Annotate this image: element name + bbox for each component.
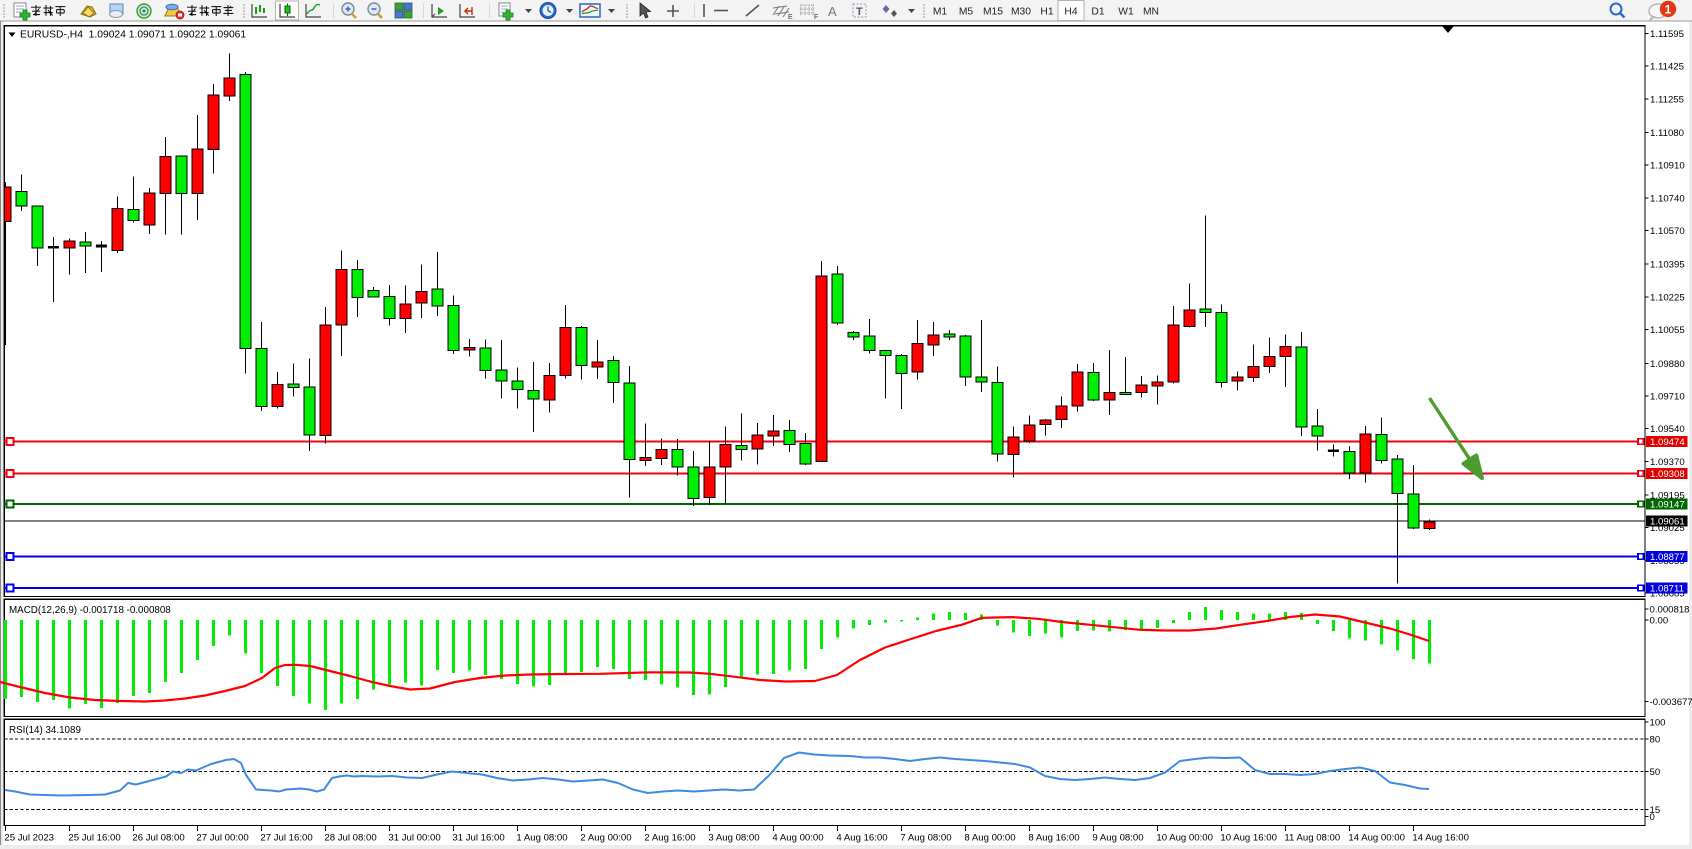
svg-text:1.09195: 1.09195: [1650, 491, 1685, 502]
svg-text:1.11080: 1.11080: [1650, 128, 1684, 139]
svg-text:M5: M5: [959, 7, 974, 18]
svg-text:MACD(12,26,9) -0.001718 -0.000: MACD(12,26,9) -0.001718 -0.000808: [9, 605, 171, 616]
svg-text:3 Aug 08:00: 3 Aug 08:00: [708, 833, 759, 844]
svg-text:2 Aug 00:00: 2 Aug 00:00: [580, 833, 631, 844]
svg-text:4 Aug 00:00: 4 Aug 00:00: [772, 833, 823, 844]
svg-text:7 Aug 08:00: 7 Aug 08:00: [900, 833, 951, 844]
svg-text:0: 0: [1650, 812, 1655, 823]
svg-text:1.10740: 1.10740: [1650, 193, 1685, 204]
svg-text:25 Jul 16:00: 25 Jul 16:00: [68, 833, 120, 844]
svg-text:1.09308: 1.09308: [1650, 469, 1685, 480]
svg-text:8 Aug 16:00: 8 Aug 16:00: [1028, 833, 1079, 844]
svg-text:F: F: [814, 14, 818, 21]
svg-text:E: E: [788, 14, 793, 21]
svg-text:MN: MN: [1143, 7, 1159, 18]
svg-text:8 Aug 00:00: 8 Aug 00:00: [964, 833, 1015, 844]
svg-text:H4: H4: [1064, 7, 1077, 18]
svg-text:1.10055: 1.10055: [1650, 325, 1685, 336]
svg-text:1: 1: [1665, 3, 1672, 17]
svg-text:1.10570: 1.10570: [1650, 226, 1685, 237]
svg-text:1.09147: 1.09147: [1650, 500, 1685, 511]
svg-text:1.09540: 1.09540: [1650, 424, 1685, 435]
svg-text:1.11425: 1.11425: [1650, 62, 1684, 73]
svg-text:9 Aug 08:00: 9 Aug 08:00: [1092, 833, 1143, 844]
svg-text:T: T: [856, 6, 863, 18]
svg-text:4 Aug 16:00: 4 Aug 16:00: [836, 833, 887, 844]
svg-text:0.00: 0.00: [1650, 616, 1669, 627]
svg-text:RSI(14) 34.1089: RSI(14) 34.1089: [9, 725, 81, 736]
svg-text:1.09880: 1.09880: [1650, 359, 1685, 370]
svg-text:W1: W1: [1118, 7, 1134, 18]
svg-text:1.08877: 1.08877: [1650, 552, 1685, 563]
svg-text:A: A: [828, 4, 837, 19]
svg-text:1.08711: 1.08711: [1650, 584, 1684, 595]
svg-text:1.09474: 1.09474: [1650, 437, 1685, 448]
svg-text:D1: D1: [1091, 7, 1104, 18]
svg-text:80: 80: [1650, 735, 1661, 746]
svg-text:1.08685: 1.08685: [1650, 589, 1685, 600]
svg-text:1.10910: 1.10910: [1650, 161, 1685, 172]
svg-text:10 Aug 16:00: 10 Aug 16:00: [1220, 833, 1277, 844]
svg-text:1.10395: 1.10395: [1650, 260, 1685, 271]
svg-text:27 Jul 16:00: 27 Jul 16:00: [260, 833, 312, 844]
svg-text:1 Aug 08:00: 1 Aug 08:00: [516, 833, 567, 844]
svg-text:1.09025: 1.09025: [1650, 523, 1685, 534]
svg-text:M15: M15: [983, 7, 1003, 18]
svg-text:50: 50: [1650, 767, 1661, 778]
svg-text:15: 15: [1650, 805, 1661, 816]
svg-text:M1: M1: [933, 7, 948, 18]
svg-text:11 Aug 08:00: 11 Aug 08:00: [1284, 833, 1340, 844]
svg-text:1.11255: 1.11255: [1650, 94, 1684, 105]
svg-text:10 Aug 00:00: 10 Aug 00:00: [1156, 833, 1213, 844]
svg-text:-0.003677: -0.003677: [1650, 697, 1692, 708]
svg-text:14 Aug 16:00: 14 Aug 16:00: [1412, 833, 1469, 844]
svg-text:1.09061: 1.09061: [1650, 517, 1685, 528]
svg-text:14 Aug 00:00: 14 Aug 00:00: [1348, 833, 1405, 844]
svg-text:M30: M30: [1011, 7, 1031, 18]
svg-text:EURUSD-,H4 1.09024 1.09071 1.: EURUSD-,H4 1.09024 1.09071 1.09022 1.090…: [20, 30, 246, 41]
svg-text:1.09370: 1.09370: [1650, 457, 1685, 468]
svg-text:H1: H1: [1040, 7, 1053, 18]
svg-text:26 Jul 08:00: 26 Jul 08:00: [132, 833, 184, 844]
svg-text:1.11595: 1.11595: [1650, 29, 1684, 40]
svg-text:31 Jul 00:00: 31 Jul 00:00: [388, 833, 440, 844]
svg-text:1.09710: 1.09710: [1650, 392, 1685, 403]
svg-text:0.000818: 0.000818: [1650, 605, 1690, 616]
svg-text:28 Jul 08:00: 28 Jul 08:00: [324, 833, 376, 844]
svg-text:2 Aug 16:00: 2 Aug 16:00: [644, 833, 695, 844]
svg-text:100: 100: [1650, 718, 1666, 729]
svg-text:27 Jul 00:00: 27 Jul 00:00: [196, 833, 248, 844]
svg-text:25 Jul 2023: 25 Jul 2023: [4, 833, 54, 844]
svg-text:1.10225: 1.10225: [1650, 292, 1685, 303]
svg-text:31 Jul 16:00: 31 Jul 16:00: [452, 833, 504, 844]
